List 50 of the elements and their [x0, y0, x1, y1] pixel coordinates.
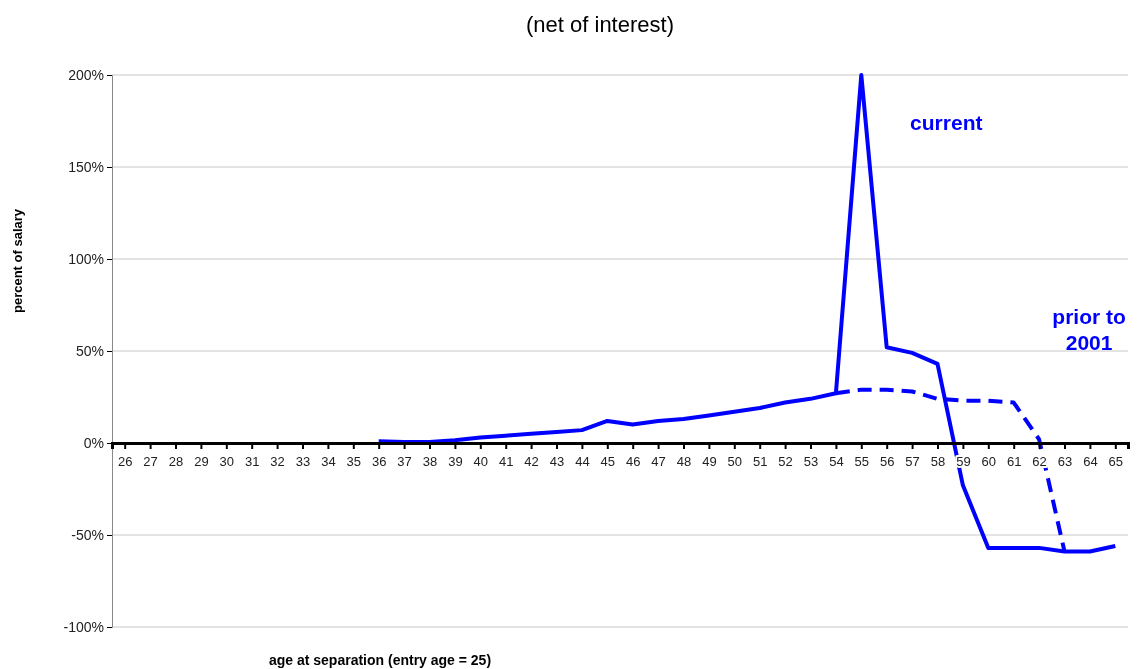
y-tick-label: 100%	[68, 250, 104, 267]
x-tick-label: 60	[981, 454, 997, 470]
x-tick-label: 29	[194, 454, 209, 470]
x-tick-label: 31	[244, 454, 260, 470]
x-tick-label: 64	[1083, 454, 1098, 470]
y-tick-label: 150%	[68, 158, 104, 175]
y-axis-title: percent of salary	[10, 208, 25, 314]
x-tick-label: 26	[117, 454, 133, 470]
x-tick-label: 51	[752, 454, 768, 470]
x-tick-label: 54	[829, 454, 844, 470]
y-tick-label: -100%	[63, 618, 104, 635]
x-tick-label: 47	[651, 454, 666, 470]
text: current	[910, 111, 983, 134]
x-tick-label: 35	[346, 454, 362, 470]
x-tick-label: 39	[448, 454, 463, 470]
x-tick-label: 56	[879, 454, 895, 470]
x-tick-label: 61	[1006, 454, 1022, 470]
x-tick-label: 65	[1108, 454, 1124, 470]
x-tick-label: 28	[168, 454, 184, 470]
x-tick-label: 42	[524, 454, 539, 470]
x-tick-label: 40	[473, 454, 489, 470]
y-tick-label: 50%	[75, 342, 104, 359]
x-tick-label: 53	[803, 454, 819, 470]
y-tick-label: 0%	[83, 434, 104, 451]
x-tick-label: 46	[625, 454, 641, 470]
x-tick-label: 27	[143, 454, 158, 470]
x-tick-label: 32	[270, 454, 285, 470]
x-tick-label: 37	[397, 454, 412, 470]
x-tick-label: 38	[422, 454, 438, 470]
x-tick-label: 36	[371, 454, 387, 470]
x-tick-label: 57	[905, 454, 920, 470]
x-tick-label: 45	[600, 454, 616, 470]
y-tick-label: 200%	[68, 66, 104, 83]
text: prior to 2001	[1052, 305, 1126, 355]
x-tick-label: 48	[676, 454, 692, 470]
x-tick-label: 55	[854, 454, 870, 470]
x-tick-label: 43	[549, 454, 565, 470]
x-tick-label: 33	[295, 454, 311, 470]
x-tick-label: 49	[702, 454, 717, 470]
x-tick-label: 52	[778, 454, 793, 470]
x-tick-label: 44	[575, 454, 590, 470]
x-tick-label: 63	[1057, 454, 1073, 470]
chart-title: (net of interest)	[526, 12, 674, 37]
x-tick-label: 30	[219, 454, 235, 470]
x-tick-label: 34	[321, 454, 336, 470]
x-tick-label: 58	[930, 454, 946, 470]
x-tick-label: 50	[727, 454, 743, 470]
x-axis-title: age at separation (entry age = 25)	[268, 652, 492, 668]
x-tick-label: 41	[498, 454, 514, 470]
y-tick-label: -50%	[71, 526, 104, 543]
